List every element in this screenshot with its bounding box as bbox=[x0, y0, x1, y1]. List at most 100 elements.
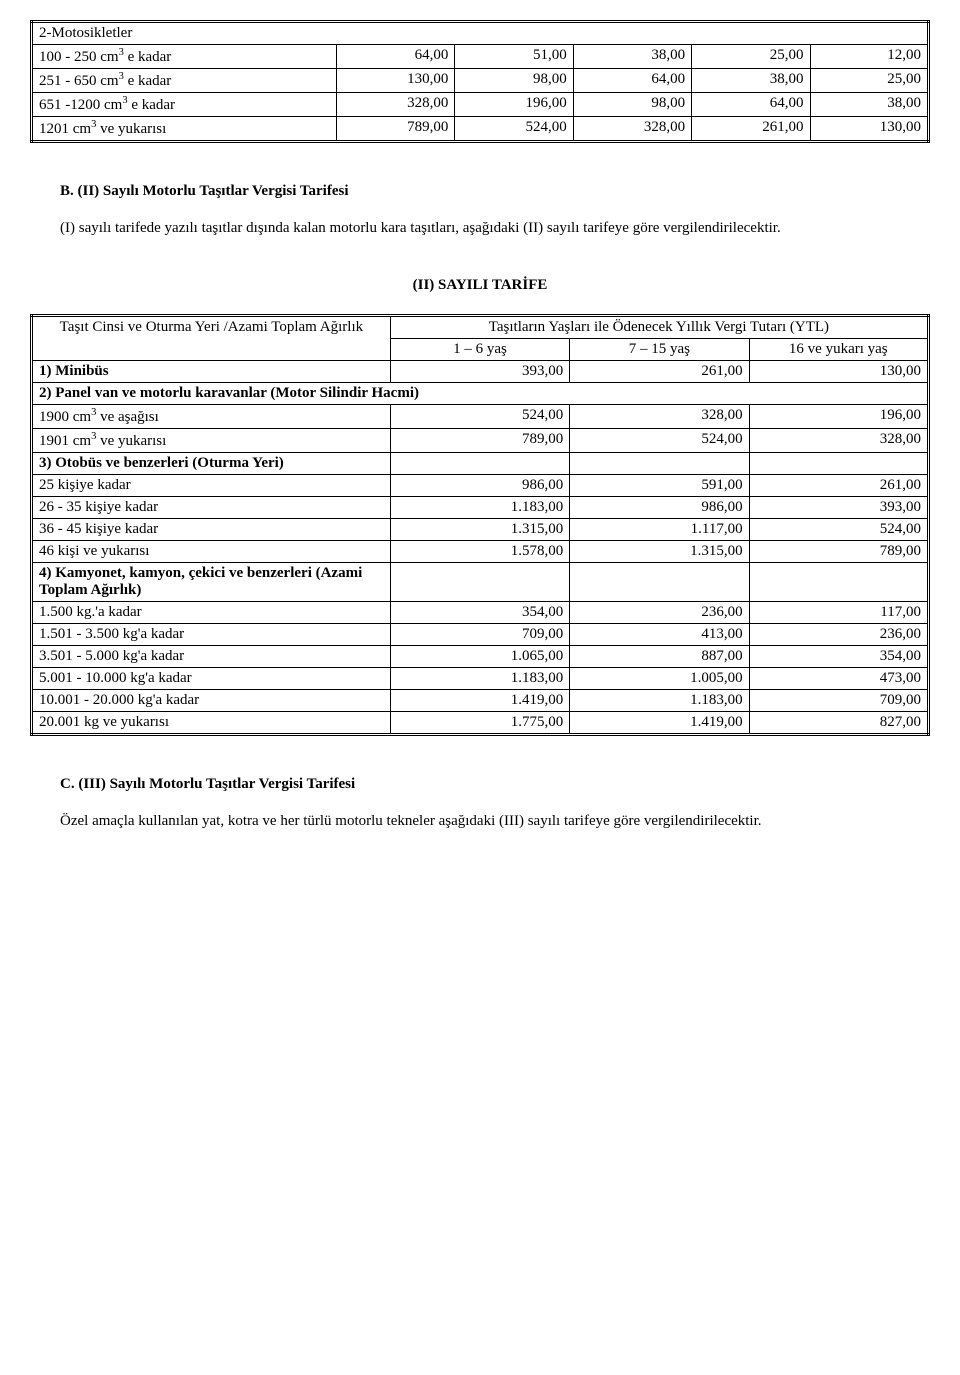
table-cell-value: 1.419,00 bbox=[390, 690, 569, 712]
table-row: 3) Otobüs ve benzerleri (Oturma Yeri) bbox=[32, 453, 929, 475]
table-cell-value: 261,00 bbox=[692, 117, 810, 142]
table-cell-value: 524,00 bbox=[570, 429, 749, 453]
table-cell-value: 130,00 bbox=[336, 69, 454, 93]
table-cell-value: 25,00 bbox=[692, 45, 810, 69]
table-row: 2) Panel van ve motorlu karavanlar (Moto… bbox=[32, 383, 929, 405]
table2-col0: Taşıt Cinsi ve Oturma Yeri /Azami Toplam… bbox=[32, 316, 391, 361]
table-cell-value: 524,00 bbox=[455, 117, 573, 142]
table-cell-value: 98,00 bbox=[455, 69, 573, 93]
table-cell-label: 100 - 250 cm3 e kadar bbox=[32, 45, 337, 69]
section-b-heading: B. (II) Sayılı Motorlu Taşıtlar Vergisi … bbox=[60, 183, 930, 200]
table-row: 651 -1200 cm3 e kadar328,00196,0098,0064… bbox=[32, 93, 929, 117]
table-cell-value: 1.183,00 bbox=[570, 690, 749, 712]
table-cell-value: 1.005,00 bbox=[570, 668, 749, 690]
table-cell-value: 261,00 bbox=[749, 475, 928, 497]
table-cell-value: 354,00 bbox=[749, 646, 928, 668]
table-cell-value: 25,00 bbox=[810, 69, 928, 93]
table-cell-value: 1.775,00 bbox=[390, 712, 569, 735]
table-cell-span: 2) Panel van ve motorlu karavanlar (Moto… bbox=[32, 383, 929, 405]
table-cell-value: 328,00 bbox=[570, 405, 749, 429]
table-row: 1201 cm3 ve yukarısı789,00524,00328,0026… bbox=[32, 117, 929, 142]
table-cell-value: 236,00 bbox=[570, 602, 749, 624]
table-cell-value: 709,00 bbox=[749, 690, 928, 712]
table-row: 3.501 - 5.000 kg'a kadar1.065,00887,0035… bbox=[32, 646, 929, 668]
table-cell-label: 1) Minibüs bbox=[32, 361, 391, 383]
table-cell-label: 10.001 - 20.000 kg'a kadar bbox=[32, 690, 391, 712]
table-cell-value: 1.183,00 bbox=[390, 668, 569, 690]
table-cell-value: 64,00 bbox=[573, 69, 691, 93]
table-cell-value: 328,00 bbox=[573, 117, 691, 142]
table-row: 1.501 - 3.500 kg'a kadar709,00413,00236,… bbox=[32, 624, 929, 646]
table-cell-value bbox=[570, 563, 749, 602]
table-row: 1901 cm3 ve yukarısı789,00524,00328,00 bbox=[32, 429, 929, 453]
table-cell-value: 887,00 bbox=[570, 646, 749, 668]
table-cell-value: 473,00 bbox=[749, 668, 928, 690]
table-cell-value: 1.578,00 bbox=[390, 541, 569, 563]
table-cell-value: 393,00 bbox=[749, 497, 928, 519]
table-cell-value bbox=[390, 453, 569, 475]
table-row: 10.001 - 20.000 kg'a kadar1.419,001.183,… bbox=[32, 690, 929, 712]
table-cell-value: 393,00 bbox=[390, 361, 569, 383]
table-cell-value: 1.065,00 bbox=[390, 646, 569, 668]
table-cell-value: 986,00 bbox=[570, 497, 749, 519]
table-cell-value: 117,00 bbox=[749, 602, 928, 624]
table-cell-value: 38,00 bbox=[573, 45, 691, 69]
table-cell-label: 1901 cm3 ve yukarısı bbox=[32, 429, 391, 453]
table-cell-label: 25 kişiye kadar bbox=[32, 475, 391, 497]
table-cell-value: 1.419,00 bbox=[570, 712, 749, 735]
table-cell-value: 196,00 bbox=[749, 405, 928, 429]
table-cell-value: 1.183,00 bbox=[390, 497, 569, 519]
table-cell-value bbox=[749, 563, 928, 602]
table-row: 26 - 35 kişiye kadar1.183,00986,00393,00 bbox=[32, 497, 929, 519]
table-cell-value: 51,00 bbox=[455, 45, 573, 69]
table-row: 251 - 650 cm3 e kadar130,0098,0064,0038,… bbox=[32, 69, 929, 93]
table-cell-value: 98,00 bbox=[573, 93, 691, 117]
table-cell-value: 354,00 bbox=[390, 602, 569, 624]
table-cell-label: 251 - 650 cm3 e kadar bbox=[32, 69, 337, 93]
table-cell-value: 827,00 bbox=[749, 712, 928, 735]
table1-header: 2-Motosikletler bbox=[32, 22, 929, 45]
table2-title: (II) SAYILI TARİFE bbox=[30, 277, 930, 294]
table-cell-value: 130,00 bbox=[810, 117, 928, 142]
table-cell-value bbox=[570, 453, 749, 475]
table-cell-value: 328,00 bbox=[336, 93, 454, 117]
table-row: 36 - 45 kişiye kadar1.315,001.117,00524,… bbox=[32, 519, 929, 541]
table-cell-value: 986,00 bbox=[390, 475, 569, 497]
table-row: 2-Motosikletler bbox=[32, 22, 929, 45]
table-cell-label: 5.001 - 10.000 kg'a kadar bbox=[32, 668, 391, 690]
table-cell-value: 328,00 bbox=[749, 429, 928, 453]
table-cell-label: 1.501 - 3.500 kg'a kadar bbox=[32, 624, 391, 646]
table-cell-value: 130,00 bbox=[749, 361, 928, 383]
table-motosikletler: 2-Motosikletler 100 - 250 cm3 e kadar64,… bbox=[30, 20, 930, 143]
table-cell-value: 789,00 bbox=[390, 429, 569, 453]
table-cell-value: 413,00 bbox=[570, 624, 749, 646]
table-cell-value: 261,00 bbox=[570, 361, 749, 383]
section-b-body: (I) sayılı tarifede yazılı taşıtlar dışı… bbox=[30, 220, 930, 237]
table2-col3: 16 ve yukarı yaş bbox=[749, 339, 928, 361]
table-cell-value: 64,00 bbox=[336, 45, 454, 69]
table-cell-label: 20.001 kg ve yukarısı bbox=[32, 712, 391, 735]
table-cell-value: 789,00 bbox=[749, 541, 928, 563]
table-row: 5.001 - 10.000 kg'a kadar1.183,001.005,0… bbox=[32, 668, 929, 690]
table2-col2: 7 – 15 yaş bbox=[570, 339, 749, 361]
table-cell-value: 709,00 bbox=[390, 624, 569, 646]
table-cell-value: 38,00 bbox=[810, 93, 928, 117]
table-row: 20.001 kg ve yukarısı1.775,001.419,00827… bbox=[32, 712, 929, 735]
section-c-body: Özel amaçla kullanılan yat, kotra ve her… bbox=[30, 813, 930, 830]
table-row: 1) Minibüs393,00261,00130,00 bbox=[32, 361, 929, 383]
table-ii-sayili: Taşıt Cinsi ve Oturma Yeri /Azami Toplam… bbox=[30, 314, 930, 736]
table-cell-label: 1201 cm3 ve yukarısı bbox=[32, 117, 337, 142]
table-row: 100 - 250 cm3 e kadar64,0051,0038,0025,0… bbox=[32, 45, 929, 69]
table-row: 4) Kamyonet, kamyon, çekici ve benzerler… bbox=[32, 563, 929, 602]
table-row: 46 kişi ve yukarısı1.578,001.315,00789,0… bbox=[32, 541, 929, 563]
table-row: 1900 cm3 ve aşağısı524,00328,00196,00 bbox=[32, 405, 929, 429]
table-cell-value: 12,00 bbox=[810, 45, 928, 69]
table-row: 25 kişiye kadar986,00591,00261,00 bbox=[32, 475, 929, 497]
table-cell-value: 524,00 bbox=[390, 405, 569, 429]
table-cell-value: 591,00 bbox=[570, 475, 749, 497]
table-cell-label: 46 kişi ve yukarısı bbox=[32, 541, 391, 563]
section-c-heading: C. (III) Sayılı Motorlu Taşıtlar Vergisi… bbox=[60, 776, 930, 793]
table-cell-value: 236,00 bbox=[749, 624, 928, 646]
table-row: 1.500 kg.'a kadar354,00236,00117,00 bbox=[32, 602, 929, 624]
table-cell-value: 38,00 bbox=[692, 69, 810, 93]
